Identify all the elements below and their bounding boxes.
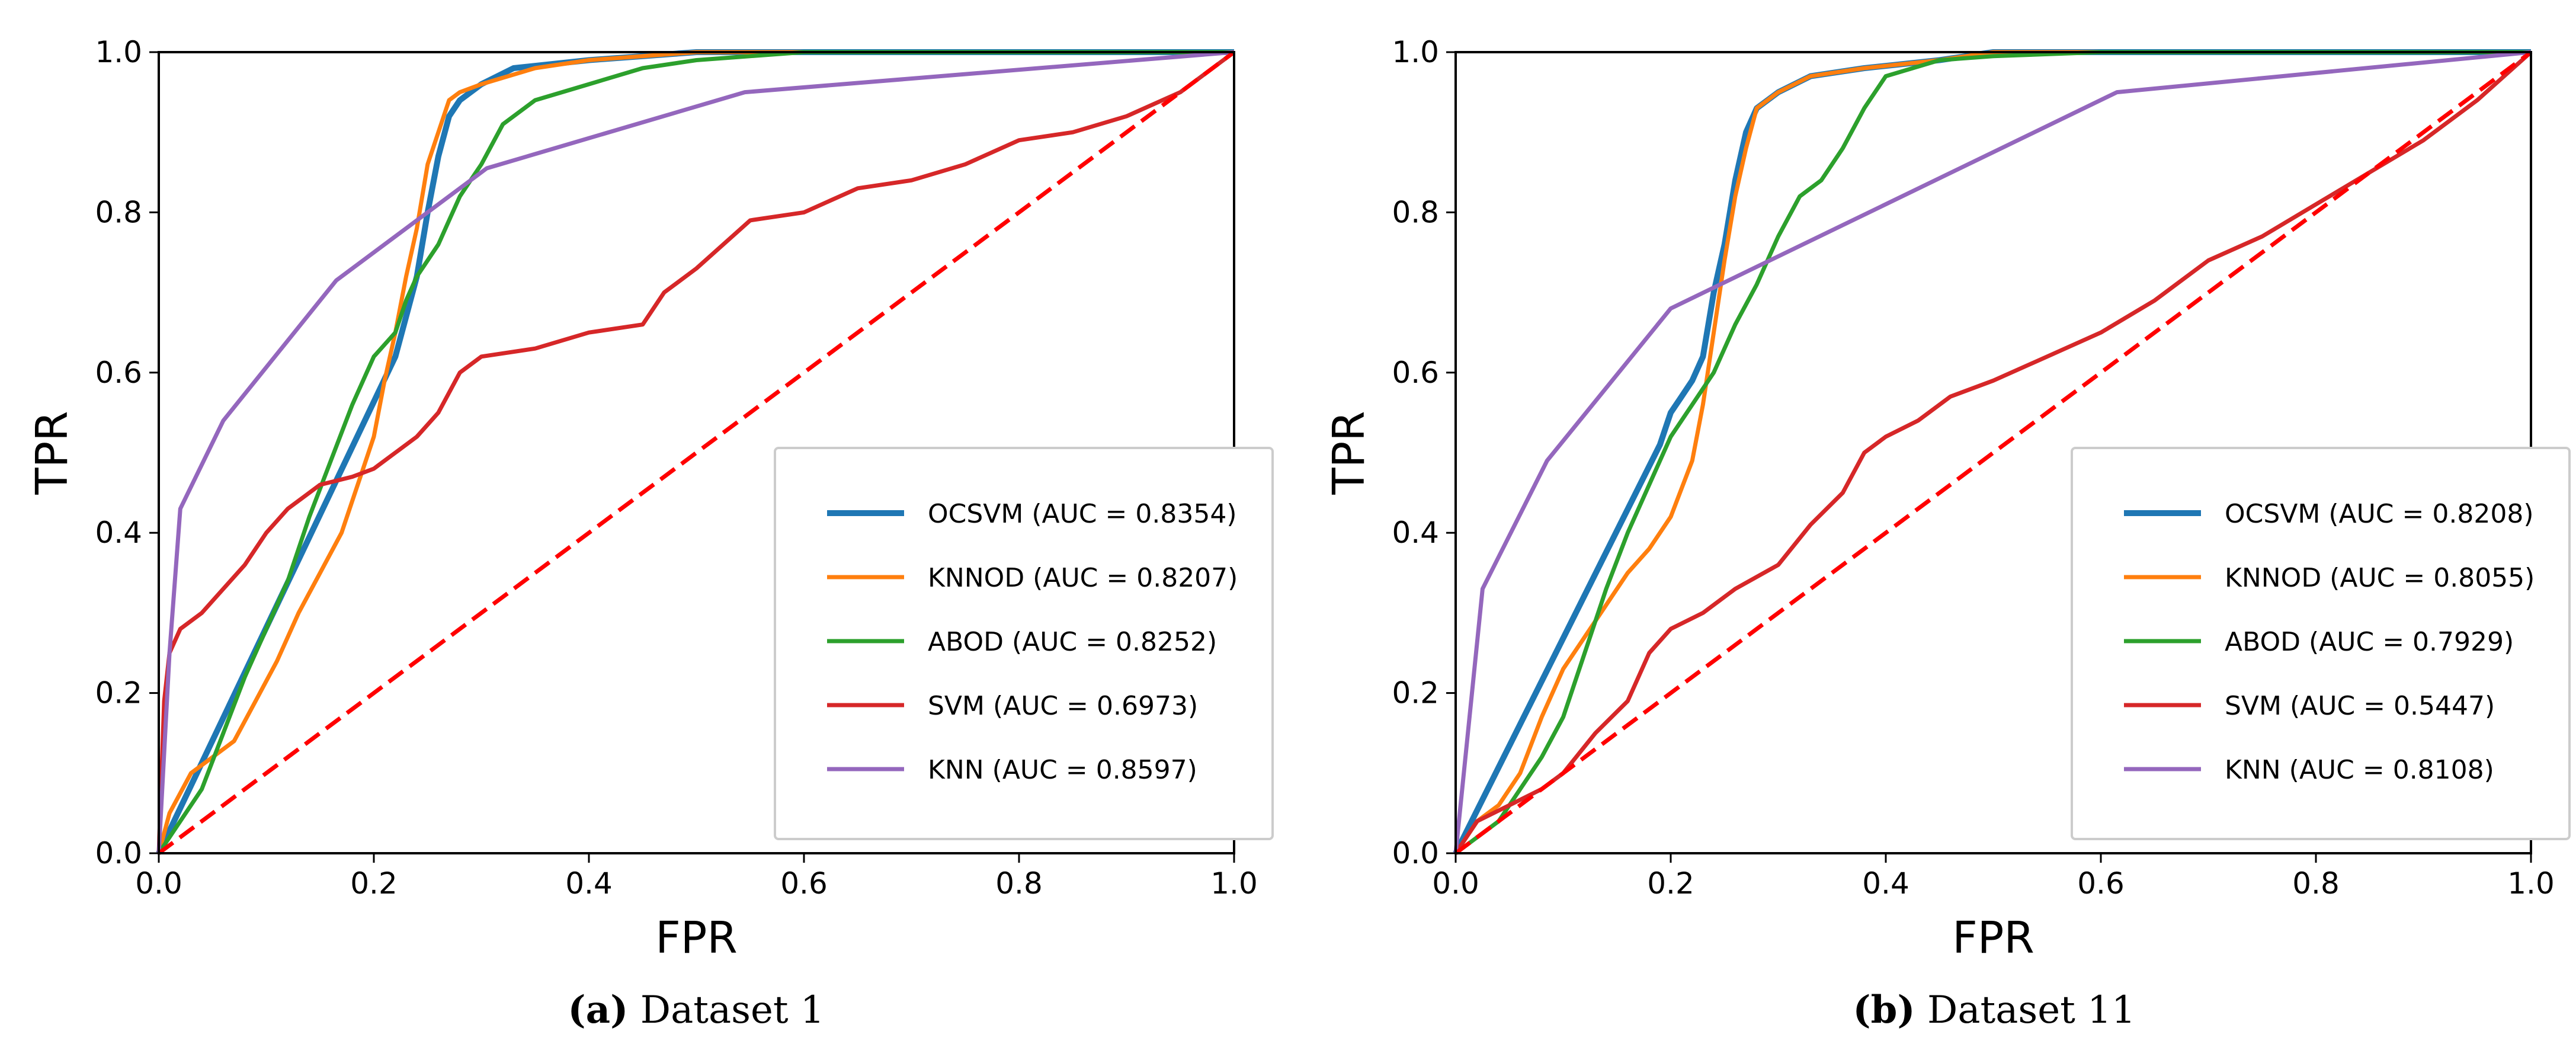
series-group: [1453, 49, 2533, 855]
caption-text: Dataset 1: [628, 988, 824, 1032]
x-tick-label: 0.6: [780, 866, 828, 901]
y-tick-label: 0.8: [1392, 195, 1439, 229]
x-axis-label: FPR: [1952, 912, 2034, 963]
legend-label: OCSVM (AUC = 0.8354): [928, 499, 1237, 529]
legend-label: SVM (AUC = 0.5447): [2225, 691, 2495, 721]
y-axis-label: TPR: [1324, 411, 1374, 495]
series-line-knn: [1453, 50, 2532, 854]
roc-chart-2: 0.0 0.2 0.4 0.6 0.8 1.0 0.0 0.2 0.4 0.6 0.8 1.0 FPR T…: [1324, 35, 2571, 1032]
x-tick-label: 1.0: [1210, 866, 1258, 901]
legend-box: [774, 447, 1274, 840]
series-group: [156, 49, 1236, 855]
legend: OCSVM (AUC = 0.8354) KNNOD (AUC = 0.8207)…: [774, 447, 1274, 840]
x-tick-label: 0.2: [1647, 866, 1694, 901]
legend-label: ABOD (AUC = 0.7929): [2225, 627, 2514, 657]
legend-label: KNNOD (AUC = 0.8207): [928, 563, 1238, 593]
y-tick-label: 0.4: [1392, 516, 1439, 550]
x-tick-label: 0.8: [2292, 866, 2340, 901]
figure-caption: (b) Dataset 11: [1853, 988, 2135, 1032]
y-axis-label: TPR: [27, 411, 78, 495]
chance-diagonal-line: [1454, 50, 2533, 855]
x-tick-label: 1.0: [2507, 866, 2555, 901]
legend-label: KNN (AUC = 0.8597): [928, 755, 1197, 785]
legend-label: KNN (AUC = 0.8108): [2225, 755, 2494, 785]
y-tick-label: 0.2: [95, 676, 142, 710]
caption-text: Dataset 11: [1915, 988, 2136, 1032]
x-tick-label: 0.8: [995, 866, 1043, 901]
x-tick-label: 0.4: [1862, 866, 1909, 901]
y-tick-label: 0.2: [1392, 676, 1439, 710]
series-line-knn: [156, 50, 1235, 854]
y-tick-label: 0.6: [1392, 356, 1439, 390]
y-tick-label: 1.0: [1392, 35, 1439, 69]
series-line-knnod: [1454, 50, 2531, 854]
legend-box: [2071, 447, 2571, 840]
y-tick-label: 0.8: [95, 195, 142, 229]
roc-chart-1: 0.0 0.2 0.4 0.6 0.8 1.0 0.0 0.2 0.4 0.6 0.8 1.0 FPR T…: [27, 35, 1274, 1032]
series-line-abod: [157, 50, 1234, 854]
caption-label: (b): [1853, 988, 1915, 1032]
x-tick-label: 0.2: [350, 866, 398, 901]
x-tick-label: 0.6: [2077, 866, 2125, 901]
series-line-abod: [1454, 50, 2531, 855]
caption-label: (a): [568, 988, 628, 1032]
y-tick-label: 0.0: [95, 836, 142, 870]
legend-label: KNNOD (AUC = 0.8055): [2225, 563, 2535, 593]
legend-label: SVM (AUC = 0.6973): [928, 691, 1198, 721]
x-tick-label: 0.0: [135, 866, 182, 901]
y-tick-label: 0.4: [95, 516, 142, 550]
series-line-svm: [156, 50, 1236, 854]
y-tick-label: 0.0: [1392, 836, 1439, 870]
x-tick-label: 0.4: [565, 866, 613, 901]
figure-caption: (a) Dataset 1: [568, 988, 824, 1032]
legend-label: OCSVM (AUC = 0.8208): [2225, 499, 2534, 529]
x-axis-label: FPR: [655, 912, 738, 963]
series-line-svm: [1454, 50, 2533, 854]
y-tick-label: 0.6: [95, 356, 142, 390]
y-tick-label: 1.0: [95, 35, 142, 69]
legend: OCSVM (AUC = 0.8208) KNNOD (AUC = 0.8055)…: [2071, 447, 2571, 840]
x-tick-label: 0.0: [1432, 866, 1479, 901]
chance-diagonal-line: [157, 50, 1236, 855]
legend-label: ABOD (AUC = 0.8252): [928, 627, 1217, 657]
